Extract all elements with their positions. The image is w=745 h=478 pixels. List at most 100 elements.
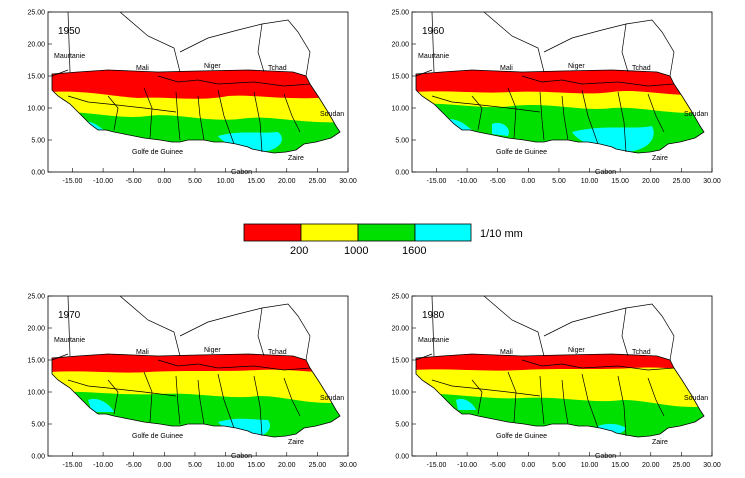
country-border [143,371,153,423]
x-tick-label: 5.00 [188,462,202,469]
place-label-gabon: Gabon [595,453,616,460]
country-border [197,95,205,141]
country-border [67,95,177,113]
country-border [561,95,569,141]
x-tick-label: 10.00 [217,178,235,185]
y-tick-label: 25.00 [391,294,409,301]
x-tick-label: 10.00 [217,462,235,469]
x-tick-label: 15.00 [247,462,265,469]
x-tick-label: 5.00 [552,178,566,185]
y-tick-label: 15.00 [391,74,409,81]
map-panel: -15.00 -10.00 -5.00 0.00 5.00 10.00 15.00 20.00… [391,294,720,470]
place-label-mali: Mali [500,65,513,72]
country-border [283,93,301,133]
y-tick-label: 15.00 [27,74,45,81]
country-border [253,91,263,153]
country-border [543,307,629,357]
legend-threshold-1600: 1600 [402,245,426,257]
country-border [261,303,311,361]
country-border [617,375,627,437]
country-border [617,91,627,153]
country-border [197,379,205,425]
place-label-zaire: Zaire [652,155,668,162]
x-tick-label: 15.00 [611,178,629,185]
place-label-zaire: Zaire [288,155,304,162]
country-border [507,87,517,139]
place-label-mali: Mali [136,65,149,72]
y-tick-label: 5.00 [395,422,409,429]
place-label-chad: Tchad [632,349,651,356]
place-label-mauritania: Maurtanie [54,337,85,344]
x-tick-label: 25.00 [673,462,691,469]
rain-band-cyan [442,119,654,152]
place-label-chad: Tchad [268,65,287,72]
x-tick-label: 0.00 [158,462,172,469]
country-border [217,89,235,145]
place-label-zaire: Zaire [652,439,668,446]
map-year: 1960 [422,26,445,37]
x-tick-label: 30.00 [703,178,721,185]
country-border [471,95,483,131]
place-label-sudan: Soudan [320,111,344,118]
x-tick-label: -5.00 [490,462,506,469]
place-label-sudan: Soudan [684,111,708,118]
x-tick-label: -15.00 [63,178,83,185]
place-label-zaire: Zaire [288,439,304,446]
x-tick-label: 25.00 [309,462,327,469]
map-year: 1980 [422,310,445,321]
place-label-chad: Tchad [632,65,651,72]
y-tick-label: 25.00 [391,10,409,17]
y-tick-label: 25.00 [27,10,45,17]
country-border [507,371,517,423]
x-tick-label: 10.00 [581,462,599,469]
country-border [107,95,119,131]
legend-swatch-red [243,223,302,242]
x-tick-label: 30.00 [703,462,721,469]
y-tick-label: 20.00 [27,326,45,333]
y-tick-label: 0.00 [31,454,45,461]
x-tick-label: -10.00 [457,178,477,185]
y-tick-label: 5.00 [395,138,409,145]
x-tick-label: 15.00 [611,462,629,469]
x-tick-label: 0.00 [158,178,172,185]
country-border [647,377,665,417]
country-border [561,379,569,425]
place-label-mauritania: Maurtanie [418,53,449,60]
country-border [67,11,71,73]
country-border [625,19,675,77]
x-tick-label: 10.00 [581,178,599,185]
x-tick-label: -5.00 [126,462,142,469]
country-border [157,359,311,371]
x-tick-label: 5.00 [188,178,202,185]
country-border [253,375,263,437]
country-border [179,307,265,357]
country-border [157,75,311,87]
x-tick-label: 20.00 [642,178,660,185]
country-border [431,11,435,73]
place-label-mauritania: Maurtanie [54,53,85,60]
country-border [261,19,311,77]
map-panel: -15.00 -10.00 -5.00 0.00 5.00 10.00 15.00 20.00… [391,10,720,186]
country-border [175,91,181,141]
country-border [175,375,181,425]
x-tick-label: 20.00 [278,178,296,185]
country-border [143,87,153,139]
legend-threshold-1000: 1000 [344,245,368,257]
x-tick-label: -5.00 [126,178,142,185]
x-tick-label: 30.00 [339,462,357,469]
country-border [119,295,181,357]
x-tick-label: -15.00 [427,178,447,185]
country-border [543,23,629,73]
place-label-niger: Niger [568,63,585,70]
y-tick-label: 10.00 [27,106,45,113]
x-tick-label: 30.00 [339,178,357,185]
x-tick-label: 0.00 [522,178,536,185]
legend-threshold-200: 200 [290,245,308,257]
y-tick-label: 10.00 [391,390,409,397]
y-tick-label: 20.00 [391,326,409,333]
country-border [119,11,181,73]
y-tick-label: 5.00 [31,138,45,145]
x-tick-label: 25.00 [673,178,691,185]
x-tick-label: 20.00 [642,462,660,469]
